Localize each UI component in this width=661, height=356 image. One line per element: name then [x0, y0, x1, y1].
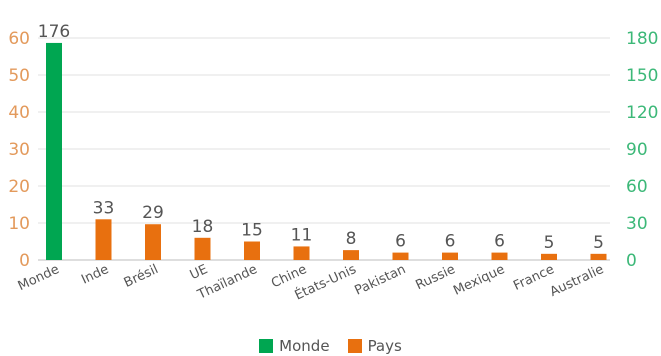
- bars: [46, 42, 607, 260]
- bar-4: [244, 241, 260, 260]
- data-label-5: 11: [291, 225, 313, 245]
- legend-swatch-pays: [347, 339, 362, 353]
- right-tick-label: 30: [626, 214, 648, 234]
- right-tick-label: 60: [626, 177, 648, 197]
- x-tick-label-7: Pakistan: [353, 262, 409, 299]
- left-tick-label: 0: [19, 251, 30, 271]
- right-tick-label: 0: [626, 251, 637, 271]
- bar-8: [442, 252, 458, 260]
- data-label-10: 5: [544, 233, 555, 253]
- data-label-0: 176: [38, 22, 70, 42]
- bar-9: [491, 252, 508, 260]
- data-labels: 176 33 29 18 15 11 8 6 6 6 5 5: [38, 22, 604, 253]
- left-axis: 0 10 20 30 40 50 60: [8, 29, 30, 271]
- legend-label-pays: Pays: [367, 337, 402, 355]
- left-tick-label: 30: [8, 140, 30, 160]
- legend: Monde Pays: [0, 336, 661, 356]
- data-label-1: 33: [93, 198, 115, 218]
- x-tick-label-9: Mexique: [451, 262, 507, 299]
- data-label-6: 8: [346, 229, 357, 249]
- grid-lines: [38, 37, 610, 261]
- left-tick-label: 10: [8, 214, 30, 234]
- legend-label-monde: Monde: [279, 337, 330, 355]
- x-tick-label-2: Brésil: [122, 262, 161, 291]
- right-tick-label: 90: [626, 140, 648, 160]
- data-label-9: 6: [494, 232, 505, 252]
- bar-6: [343, 250, 359, 260]
- bar-1: [95, 219, 112, 260]
- data-label-8: 6: [445, 232, 456, 252]
- left-tick-label: 40: [8, 103, 30, 123]
- right-tick-label: 120: [626, 103, 658, 123]
- x-tick-label-8: Russie: [413, 262, 457, 293]
- left-tick-label: 50: [8, 66, 30, 86]
- data-label-3: 18: [192, 217, 214, 237]
- data-label-2: 29: [142, 203, 164, 223]
- left-tick-label: 60: [8, 29, 30, 49]
- data-label-4: 15: [241, 221, 263, 241]
- legend-item-pays: Pays: [347, 337, 402, 355]
- x-tick-label-3: UE: [188, 262, 210, 283]
- data-label-11: 5: [593, 233, 604, 253]
- bar-0: [46, 42, 62, 260]
- bar-11: [590, 253, 607, 260]
- bar-2: [145, 224, 161, 260]
- right-tick-label: 150: [626, 66, 658, 86]
- right-axis: 0 30 60 90 120 150 180: [626, 29, 658, 271]
- left-tick-label: 20: [8, 177, 30, 197]
- x-tick-label-11: Australie: [548, 262, 606, 300]
- data-label-7: 6: [395, 232, 406, 252]
- bar-10: [541, 253, 557, 260]
- bar-7: [392, 252, 409, 260]
- legend-swatch-monde: [259, 339, 274, 353]
- bar-5: [293, 246, 310, 260]
- bar-3: [194, 237, 211, 260]
- right-tick-label: 180: [626, 29, 658, 49]
- x-tick-label-1: Inde: [79, 262, 111, 288]
- legend-item-monde: Monde: [259, 337, 330, 355]
